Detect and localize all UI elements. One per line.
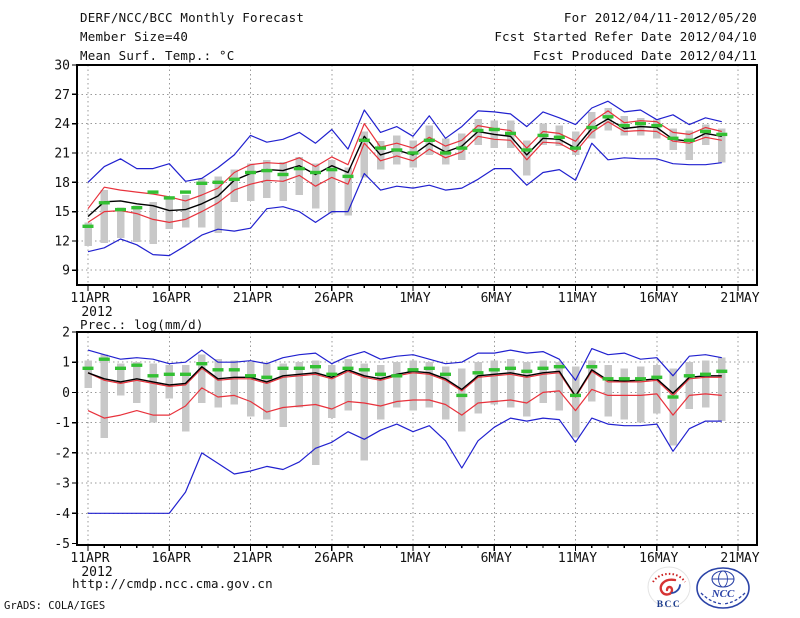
svg-text:2012: 2012 [81,305,112,320]
member-spread-bars [84,108,726,246]
plot-frame [76,64,758,286]
fcst-start-date-label: Fcst Started Refer Date 2012/04/10 [494,29,757,44]
axis-labels: -5 -4 -3 -2 -1 0 1 2 11APR 16APR 21APR 26APR 1MAY 6MA… [54,326,759,581]
svg-text:11MAY: 11MAY [558,291,597,306]
svg-text:11APR: 11APR [70,551,109,566]
svg-text:18: 18 [54,176,70,191]
series-lower-quartile [87,121,722,223]
svg-text:24: 24 [54,117,70,132]
series-ensemble-median [82,115,728,229]
series-ensemble-max [87,100,722,183]
svg-text:16APR: 16APR [152,551,191,566]
svg-text:11MAY: 11MAY [558,551,597,566]
ncc-logo-emblem [696,567,750,609]
bcc-logo: BCC [647,566,691,610]
gridlines [77,332,757,545]
series-ensemble-min [88,417,722,514]
series-ensemble-min [87,142,722,257]
svg-text:21: 21 [54,146,70,161]
series-upper-quartile [87,110,722,210]
svg-text:2: 2 [62,326,70,341]
svg-text:27: 27 [54,88,70,103]
svg-text:-1: -1 [54,416,70,431]
svg-text:2012: 2012 [81,565,112,580]
temp-chart-title: Mean Surf. Temp.: °C [80,48,235,63]
page-title: DERF/NCC/BCC Monthly Forecast [80,10,305,25]
bcc-logo-arc-text [652,572,686,583]
svg-text:11APR: 11APR [70,291,109,306]
svg-text:21APR: 21APR [233,551,272,566]
member-size-label: Member Size=40 [80,29,189,44]
svg-text:21APR: 21APR [233,291,272,306]
temperature-chart: 9 12 15 18 21 24 27 30 11APR 16APR 21APR 26APR 1MAY 6… [54,59,759,321]
series-ensemble-median [82,357,728,399]
series-ensemble-mean [87,366,722,397]
gridlines [77,65,757,285]
series-ensemble-mean [87,118,722,218]
svg-text:26APR: 26APR [314,291,353,306]
axis-labels: 9 12 15 18 21 24 27 30 11APR 16APR 21APR 26APR 1MAY 6… [54,59,759,321]
svg-text:-4: -4 [54,507,70,522]
axis-ticks [72,331,739,551]
svg-text:15: 15 [54,205,70,220]
ncc-logo-text: NCC [711,588,735,600]
series-upper-quartile [87,367,722,398]
bcc-logo-blue-arc [671,584,681,594]
series-ensemble-max [87,348,722,381]
series-lower-quartile [87,387,722,419]
ncc-logo: NCC [696,567,750,609]
svg-text:6MAY: 6MAY [481,291,512,306]
svg-text:12: 12 [54,234,70,249]
source-url: http://cmdp.ncc.cma.gov.cn [72,576,273,591]
svg-text:16MAY: 16MAY [639,291,678,306]
svg-text:9: 9 [62,264,70,279]
fcst-produced-date-label: Fcst Produced Date 2012/04/11 [532,48,757,63]
bcc-logo-swirl [659,578,677,596]
forecast-range-label: For 2012/04/11-2012/05/20 [563,10,757,25]
svg-text:-3: -3 [54,477,70,492]
prec-chart-title: Prec.: log(mm/d) [80,317,204,332]
axis-ticks [72,64,739,291]
svg-text:-5: -5 [54,537,70,552]
svg-text:21MAY: 21MAY [720,551,759,566]
svg-text:0: 0 [62,386,70,401]
svg-text:16MAY: 16MAY [639,551,678,566]
plot-frame [76,331,758,546]
svg-text:1MAY: 1MAY [399,551,430,566]
svg-text:6MAY: 6MAY [481,551,512,566]
svg-text:16APR: 16APR [152,291,191,306]
svg-text:30: 30 [54,59,70,74]
svg-text:1: 1 [62,356,70,371]
svg-text:1MAY: 1MAY [399,291,430,306]
grads-credit: GrADS: COLA/IGES [4,600,106,612]
svg-text:-2: -2 [54,446,70,461]
svg-text:21MAY: 21MAY [720,291,759,306]
precipitation-chart: -5 -4 -3 -2 -1 0 1 2 11APR 16APR 21APR 26APR 1MAY 6MA… [54,326,759,581]
svg-text:26APR: 26APR [314,551,353,566]
bcc-logo-text: BCC [657,600,682,610]
member-spread-bars [84,354,726,465]
